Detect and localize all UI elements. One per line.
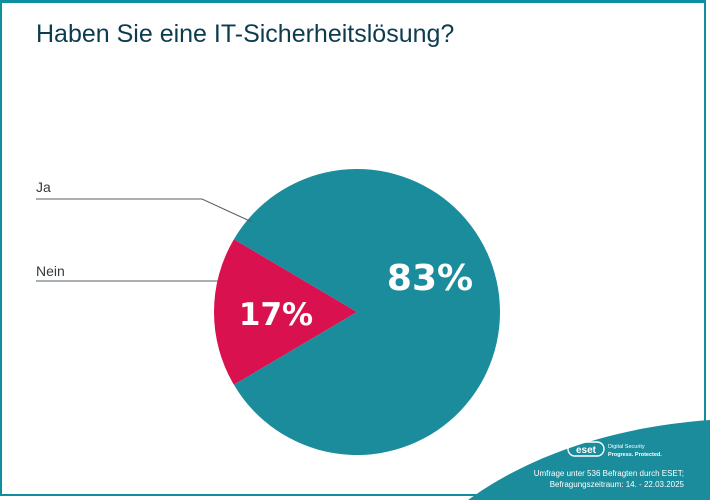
brand-tagline-2: Progress. Protected. [608,452,662,458]
data-label-nein: 17% [239,297,313,333]
footer-source-line-2: Befragungszeitraum: 14. - 22.03.2025 [550,480,685,489]
data-label-ja: 83% [387,258,473,299]
eset-logo: eset Digital Security Progress. Protecte… [567,441,662,458]
brand-tagline-1: Digital Security [608,444,645,450]
leader-line-ja [36,198,253,223]
pie-slice-nein [213,239,357,385]
pie-slice-ja [233,169,500,455]
legend-label-ja: Ja [36,179,51,195]
chart-title: Haben Sie eine IT-Sicherheitslösung? [36,20,455,48]
footer-wave [468,420,710,500]
eset-logo-text: eset [576,445,597,456]
pie-slices [213,169,500,455]
legend-label-nein: Nein [36,263,65,279]
footer-source-line-1: Umfrage unter 536 Befragten durch ESET; [534,469,684,478]
